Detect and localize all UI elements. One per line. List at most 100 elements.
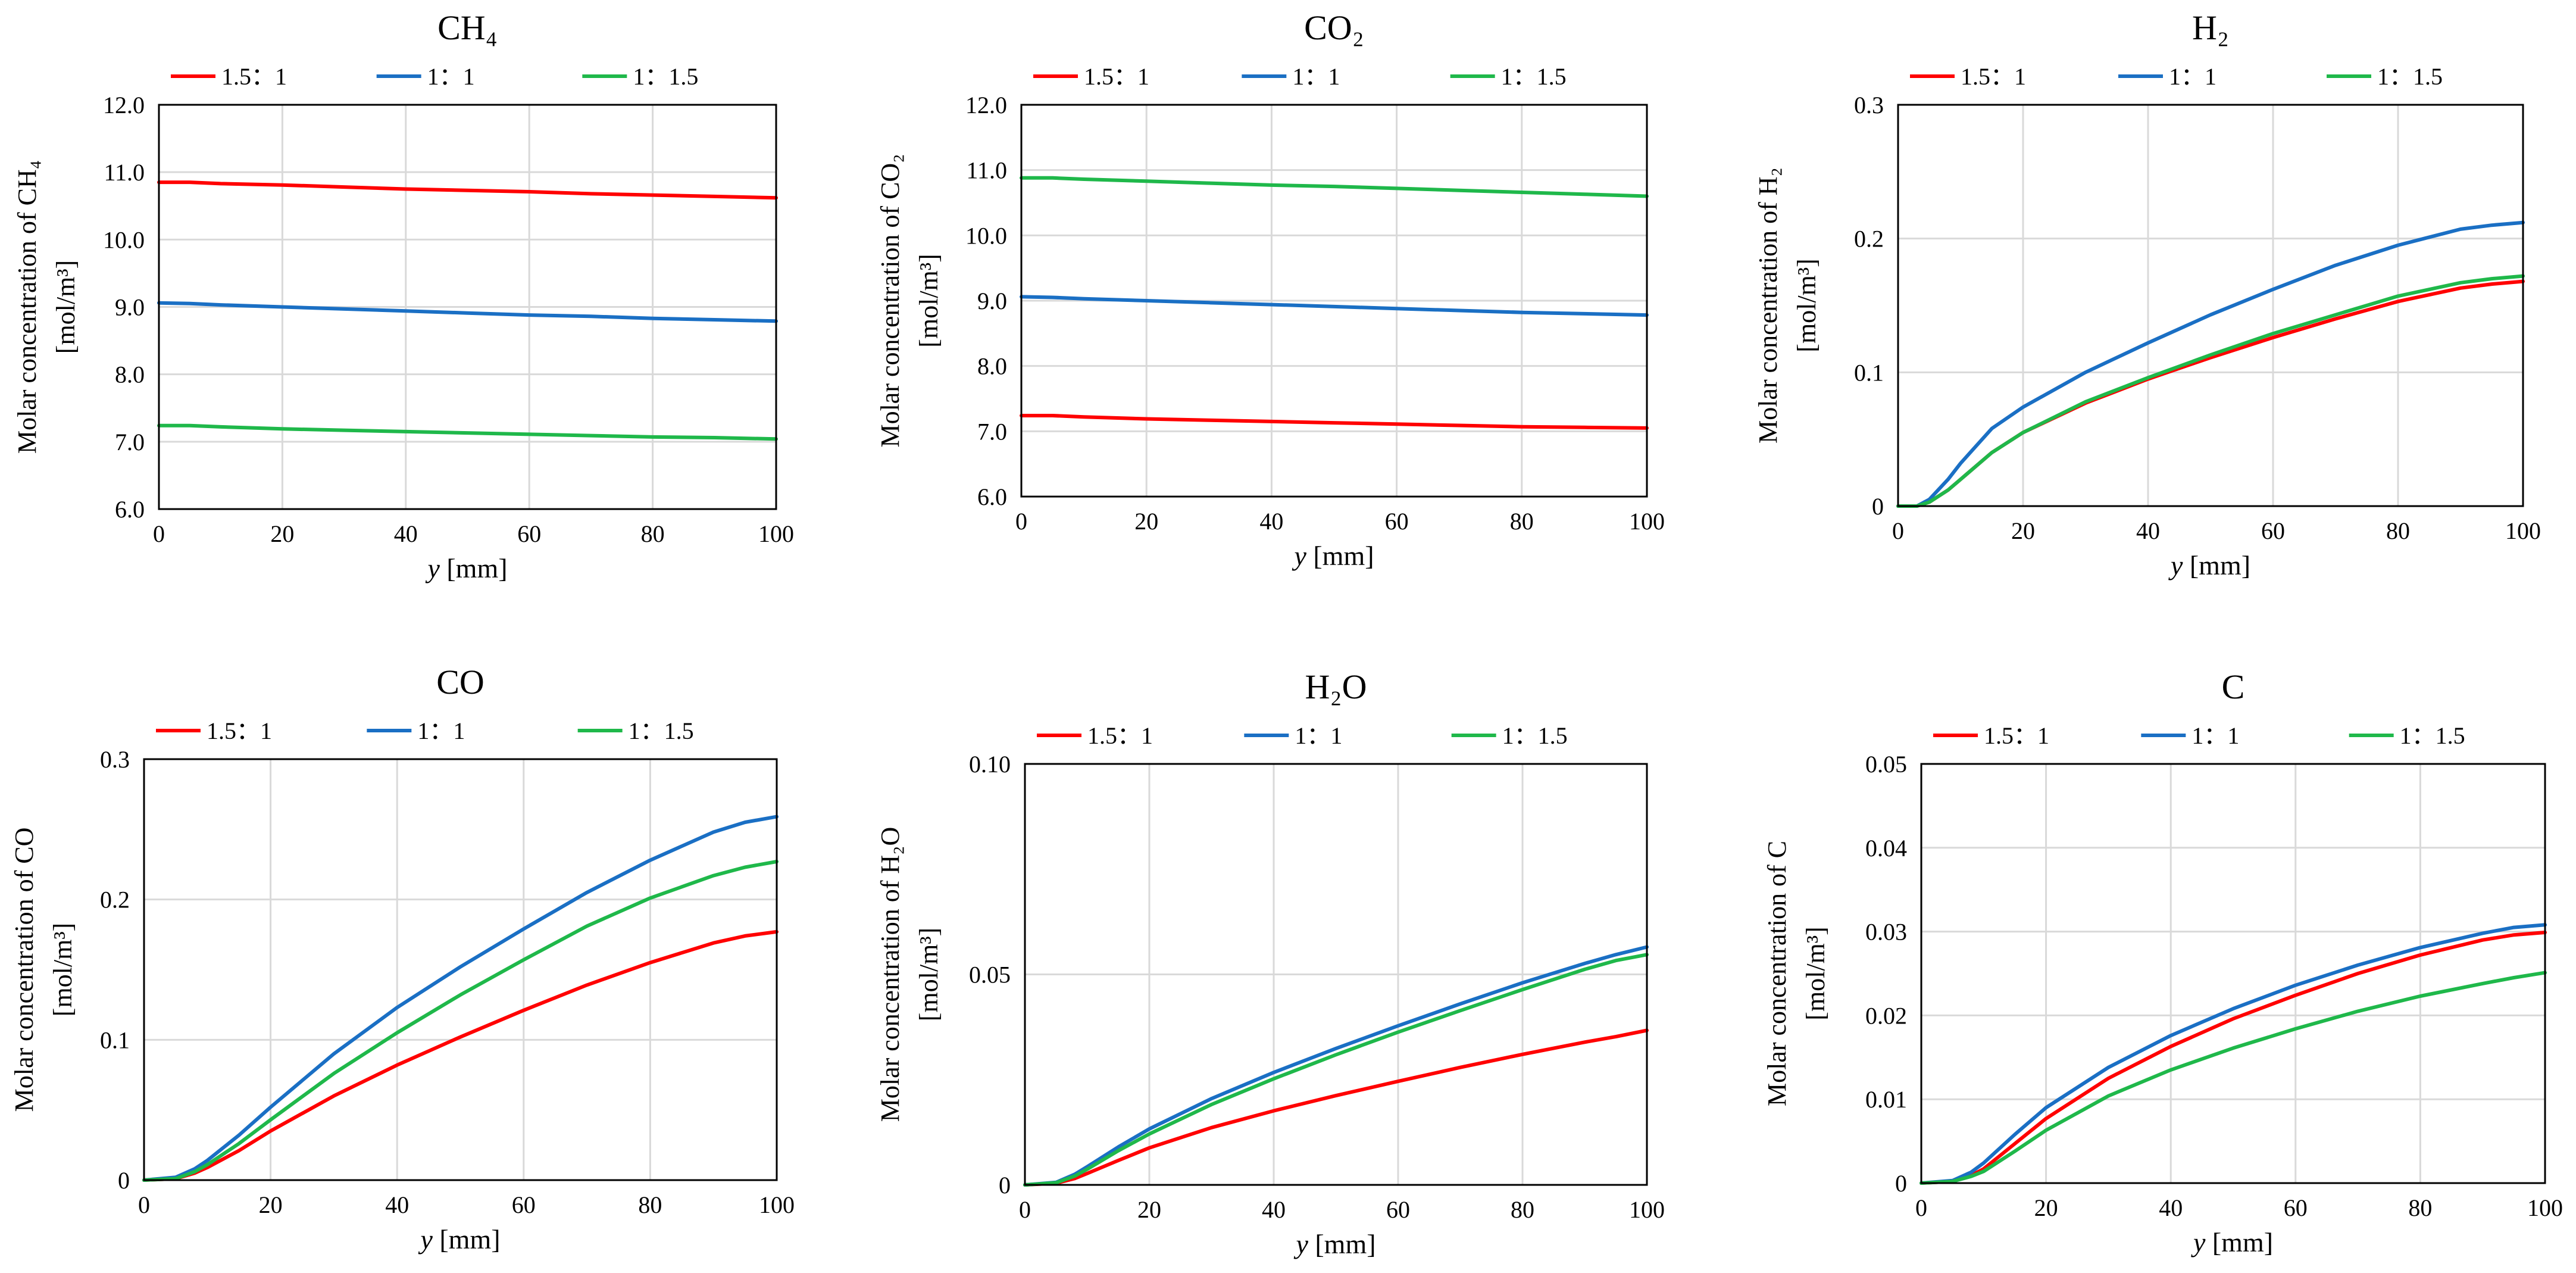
y-axis-label: Molar concentration of CO	[10, 828, 39, 1112]
x-tick-label: 0	[1915, 1194, 1927, 1221]
legend-label: 1：1	[2169, 63, 2217, 90]
x-tick-label: 80	[2408, 1194, 2432, 1221]
x-tick-label: 20	[1134, 508, 1158, 535]
y-tick-label: 12.0	[965, 92, 1007, 118]
plot-frame	[1920, 763, 2546, 1184]
chart-6: 0 20 40 60 80 100 0 0.01 0.02 0.03 0.04 0.05 y [mm] M…	[1762, 667, 2563, 1258]
x-tick-label: 80	[641, 520, 665, 547]
x-tick-label: 40	[385, 1191, 409, 1218]
chart-1: 0 20 40 60 80 100 6.0 7.0 8.0 9.0 10.0 11.0 12.0 y [m…	[12, 8, 794, 584]
y-axis-label: Molar concentration of H₂O	[876, 827, 905, 1122]
x-tick-label: 40	[2136, 517, 2160, 544]
y-tick-label: 0.04	[1865, 835, 1907, 862]
y-tick-label: 9.0	[115, 294, 145, 321]
y-tick-label: 0.3	[100, 746, 130, 773]
y-tick-label: 7.0	[115, 429, 145, 455]
series-line	[1023, 1028, 1649, 1187]
series-line	[157, 301, 778, 323]
series-line	[1020, 414, 1649, 430]
series-line	[142, 860, 779, 1182]
x-tick-label: 40	[1262, 1196, 1286, 1223]
y-tick-label: 0.3	[1854, 92, 1884, 118]
y-axis-label: Molar concentration of CH₄	[12, 160, 42, 454]
x-tick-label: 0	[138, 1191, 150, 1218]
plot-frame	[1897, 104, 2524, 507]
chart-title: C	[2222, 667, 2245, 706]
series-line	[1020, 176, 1649, 198]
x-tick-label: 100	[1629, 1196, 1665, 1223]
legend-label: 1：1	[2192, 722, 2239, 749]
x-tick-label: 60	[2261, 517, 2285, 544]
y-tick-label: 9.0	[977, 288, 1007, 314]
x-tick-label: 80	[1511, 1196, 1534, 1223]
y-axis-unit: [mol/m³]	[51, 260, 80, 354]
x-axis-label: y [mm]	[2191, 1227, 2273, 1258]
x-tick-label: 40	[2159, 1194, 2183, 1221]
y-tick-label: 7.0	[977, 418, 1007, 445]
x-tick-label: 20	[1137, 1196, 1161, 1223]
chart-title: H₂O	[1305, 667, 1367, 706]
plot-area	[1921, 764, 2545, 1183]
plot-area	[144, 759, 777, 1180]
legend-label: 1：1.5	[1501, 63, 1567, 90]
legend-label: 1.5：1	[1087, 722, 1153, 749]
x-tick-label: 0	[1892, 517, 1904, 544]
plot-frame	[1020, 104, 1648, 498]
x-tick-label: 60	[512, 1191, 536, 1218]
x-tick-label: 80	[1510, 508, 1534, 535]
legend-label: 1：1	[427, 63, 475, 90]
chart-title: H₂	[2192, 8, 2229, 47]
y-tick-label: 10.0	[103, 226, 145, 253]
y-tick-label: 11.0	[104, 159, 145, 186]
y-tick-label: 0.2	[100, 887, 130, 913]
x-tick-label: 40	[1259, 508, 1283, 535]
x-tick-label: 20	[259, 1191, 283, 1218]
legend-label: 1：1.5	[1502, 722, 1568, 749]
y-axis-label: Molar concentration of CO₂	[876, 154, 905, 447]
series-line	[142, 815, 779, 1182]
x-tick-label: 100	[2505, 517, 2541, 544]
legend-label: 1.5：1	[1084, 63, 1149, 90]
x-tick-label: 60	[1386, 1196, 1410, 1223]
legend-label: 1：1	[1292, 63, 1340, 90]
series-line	[157, 180, 778, 200]
x-tick-label: 20	[270, 520, 294, 547]
legend-label: 1.5：1	[1961, 63, 2026, 90]
legend-label: 1.5：1	[221, 63, 287, 90]
x-axis-label: y [mm]	[1292, 541, 1374, 571]
chart-4: 0 20 40 60 80 100 0 0.1 0.2 0.3 y [mm] Molar concen…	[10, 663, 795, 1255]
legend-label: 1：1.5	[629, 717, 694, 744]
series-line	[1896, 220, 2525, 508]
x-tick-label: 100	[2527, 1194, 2563, 1221]
chart-5: 0 20 40 60 80 100 0 0.05 0.10 y [mm] Molar concent…	[876, 667, 1665, 1259]
x-tick-label: 100	[759, 1191, 795, 1218]
y-axis-unit: [mol/m³]	[914, 928, 943, 1021]
x-tick-label: 80	[638, 1191, 662, 1218]
x-tick-label: 20	[2011, 517, 2035, 544]
chart-title: CO₂	[1304, 8, 1364, 47]
x-tick-label: 0	[1019, 1196, 1031, 1223]
plot-frame	[143, 758, 778, 1181]
x-tick-label: 100	[758, 520, 794, 547]
y-tick-label: 8.0	[977, 353, 1007, 380]
y-axis-unit: [mol/m³]	[1792, 258, 1821, 352]
y-tick-label: 0.2	[1854, 226, 1884, 252]
y-tick-label: 0	[118, 1167, 130, 1194]
series-line	[1023, 953, 1649, 1187]
series-line	[157, 423, 778, 441]
y-tick-label: 0	[999, 1172, 1011, 1199]
y-tick-label: 0.1	[100, 1026, 130, 1053]
y-tick-label: 0.1	[1854, 359, 1884, 386]
y-tick-label: 0.02	[1865, 1002, 1907, 1029]
series-line	[1896, 274, 2525, 508]
x-tick-label: 100	[1629, 508, 1665, 535]
y-axis-unit: [mol/m³]	[1801, 926, 1830, 1020]
y-tick-label: 0.05	[1865, 751, 1907, 778]
x-axis-label: y [mm]	[1293, 1229, 1375, 1259]
x-tick-label: 0	[1015, 508, 1027, 535]
y-tick-label: 0.03	[1865, 919, 1907, 946]
y-tick-label: 0.10	[969, 751, 1011, 778]
y-tick-label: 0	[1895, 1170, 1907, 1197]
y-tick-label: 0.01	[1865, 1086, 1907, 1113]
x-tick-label: 60	[2284, 1194, 2308, 1221]
